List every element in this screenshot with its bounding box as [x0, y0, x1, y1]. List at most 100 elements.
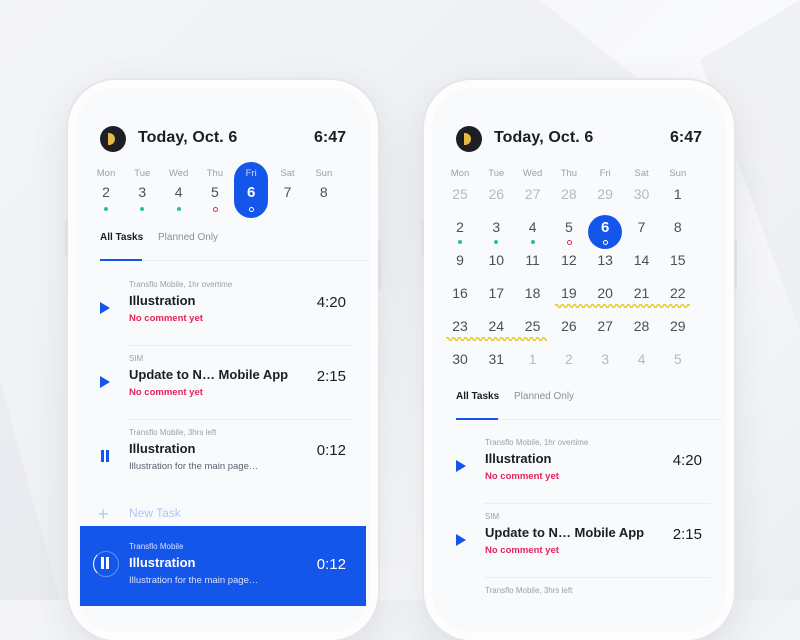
calendar-day[interactable]: 4	[624, 351, 660, 379]
day-cell-tue[interactable]: Tue 3	[124, 168, 160, 214]
calendar-day[interactable]: 9	[442, 252, 478, 280]
calendar-day[interactable]: 5	[551, 219, 587, 247]
calendar-day[interactable]: 3	[587, 351, 623, 379]
play-icon[interactable]	[100, 376, 110, 388]
volume-button	[65, 220, 68, 256]
calendar-day[interactable]: 30	[442, 351, 478, 379]
app-logo[interactable]	[456, 126, 482, 152]
calendar-day[interactable]: 7	[624, 219, 660, 247]
calendar-day[interactable]: 12	[551, 252, 587, 280]
calendar-day[interactable]: 27	[587, 318, 623, 346]
pause-icon[interactable]	[100, 450, 110, 462]
calendar-day[interactable]: 14	[624, 252, 660, 280]
calendar-day[interactable]: 27	[515, 186, 551, 214]
day-number: 8	[319, 184, 328, 200]
day-cell-wed[interactable]: Wed 4	[161, 168, 197, 214]
timer-ring-progress	[93, 551, 119, 577]
calendar-day[interactable]: 10	[478, 252, 514, 280]
calendar-day[interactable]: 23	[442, 318, 478, 346]
calendar-day[interactable]: 26	[478, 186, 514, 214]
play-icon[interactable]	[100, 302, 110, 314]
task-tabs: All Tasks Planned Only	[100, 232, 366, 261]
calendar-day[interactable]: 1	[515, 351, 551, 379]
clock: 6:47	[313, 129, 346, 146]
calendar-day[interactable]: 5	[660, 351, 696, 379]
task-marker-dot	[530, 240, 535, 244]
task-time: 0:12	[316, 442, 346, 459]
calendar-day[interactable]: 2	[551, 351, 587, 379]
power-button	[378, 240, 381, 290]
calendar-day[interactable]: 15	[660, 252, 696, 280]
calendar-day[interactable]: 17	[478, 285, 514, 313]
pause-icon[interactable]	[100, 557, 110, 569]
play-icon[interactable]	[456, 460, 466, 472]
calendar-day[interactable]: 3	[478, 219, 514, 247]
day-number: 7	[637, 219, 646, 235]
calendar-day[interactable]: 1	[660, 186, 696, 214]
day-cell-thu[interactable]: Thu 5	[197, 168, 233, 214]
day-number: 4	[174, 184, 183, 200]
day-number: 5	[673, 351, 682, 367]
calendar-day[interactable]: 21	[624, 285, 660, 313]
calendar-day[interactable]: 29	[587, 186, 623, 214]
task-time: 0:12	[316, 556, 346, 573]
calendar-day[interactable]: 29	[660, 318, 696, 346]
calendar-day[interactable]: 13	[587, 252, 623, 280]
day-name: Tue	[134, 168, 151, 179]
calendar-day[interactable]: 24	[478, 318, 514, 346]
day-name: Fri	[245, 168, 257, 179]
day-cell-fri[interactable]: Fri 6	[233, 168, 269, 214]
day-number: 19	[561, 285, 577, 301]
today-marker-dot	[249, 207, 255, 212]
day-cell-sun[interactable]: Sun 8	[306, 168, 342, 214]
task-row[interactable]: SIM Update to N… Mobile App No comment yet…	[80, 346, 366, 420]
phone-left: Today, Oct. 6 6:47 Mon 2 Tue 3 Wed 4 Thu 5 Fri 6 S…	[65, 80, 381, 640]
new-task-label: New Task	[129, 506, 181, 520]
active-task-card[interactable]: Transflo Mobile Illustration Illustratio…	[80, 526, 366, 606]
new-task-button[interactable]: + New Task	[80, 494, 366, 534]
calendar-day[interactable]: 8	[660, 219, 696, 247]
plus-icon: +	[98, 504, 109, 524]
task-row[interactable]: Transflo Mobile, 3hrs left	[436, 578, 722, 640]
tab-planned-only[interactable]: Planned Only	[514, 391, 575, 402]
day-cell-sat[interactable]: Sat 7	[270, 168, 306, 214]
task-row[interactable]: Transflo Mobile, 3hrs left Illustration Il…	[80, 420, 366, 494]
planned-range-underline	[554, 303, 690, 309]
calendar-day[interactable]: 6	[587, 219, 623, 247]
calendar-day[interactable]: 26	[551, 318, 587, 346]
tab-all-tasks[interactable]: All Tasks	[100, 232, 144, 243]
tab-planned-only[interactable]: Planned Only	[158, 232, 219, 243]
calendar-day[interactable]: 2	[442, 219, 478, 247]
calendar-day[interactable]: 18	[515, 285, 551, 313]
app-logo[interactable]	[100, 126, 126, 152]
day-number: 14	[633, 252, 650, 268]
calendar-day[interactable]: 11	[515, 252, 551, 280]
row-divider	[128, 345, 354, 346]
planned-range-underline	[446, 336, 547, 342]
calendar-day[interactable]: 30	[624, 186, 660, 214]
calendar-day[interactable]: 22	[660, 285, 696, 313]
calendar-day[interactable]: 31	[478, 351, 514, 379]
day-number: 13	[597, 252, 613, 268]
day-number: 21	[633, 285, 650, 301]
day-name: Sat	[280, 168, 295, 179]
task-row[interactable]: Transflo Mobile, 1hr overtime Illustratio…	[436, 430, 722, 504]
calendar-day[interactable]: 16	[442, 285, 478, 313]
task-name: Illustration	[485, 451, 552, 466]
calendar-day[interactable]: 4	[515, 219, 551, 247]
day-cell-mon[interactable]: Mon 2	[88, 168, 124, 214]
calendar-day[interactable]: 28	[551, 186, 587, 214]
calendar-day[interactable]: 25	[442, 186, 478, 214]
day-number: 25	[524, 318, 541, 334]
calendar-day[interactable]: 19	[551, 285, 587, 313]
play-icon[interactable]	[456, 534, 466, 546]
tab-all-tasks[interactable]: All Tasks	[456, 391, 500, 402]
day-name: Wed	[168, 168, 189, 179]
task-row[interactable]: Transflo Mobile, 1hr overtime Illustratio…	[80, 272, 366, 346]
task-name: Illustration	[129, 293, 196, 308]
calendar-day[interactable]: 20	[587, 285, 623, 313]
task-row[interactable]: SIM Update to N… Mobile App No comment yet…	[436, 504, 722, 578]
calendar-day[interactable]: 28	[624, 318, 660, 346]
calendar-day[interactable]: 25	[515, 318, 551, 346]
day-name: Sun	[315, 168, 333, 179]
